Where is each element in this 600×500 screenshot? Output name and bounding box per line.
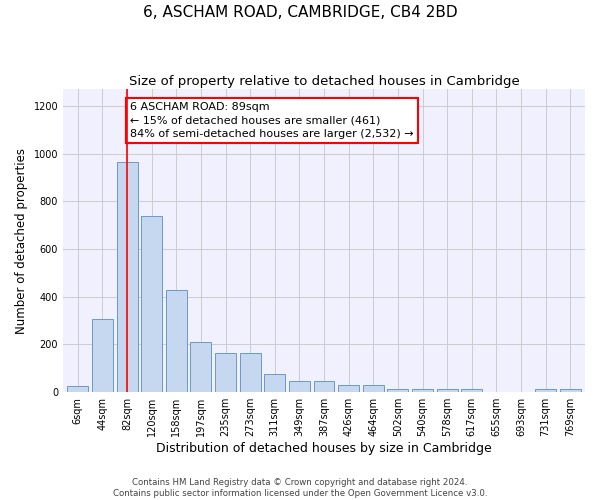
Bar <box>67 386 88 392</box>
Text: Contains HM Land Registry data © Crown copyright and database right 2024.
Contai: Contains HM Land Registry data © Crown c… <box>113 478 487 498</box>
Bar <box>215 353 236 392</box>
Bar <box>289 381 310 392</box>
Bar <box>437 390 458 392</box>
Bar <box>92 320 113 392</box>
Bar <box>141 216 162 392</box>
Text: 6, ASCHAM ROAD, CAMBRIDGE, CB4 2BD: 6, ASCHAM ROAD, CAMBRIDGE, CB4 2BD <box>143 5 457 20</box>
Bar <box>338 385 359 392</box>
Bar <box>190 342 211 392</box>
Bar <box>560 390 581 392</box>
Bar <box>535 390 556 392</box>
Bar <box>412 390 433 392</box>
Bar <box>166 290 187 392</box>
Bar <box>461 390 482 392</box>
Bar <box>116 162 137 392</box>
X-axis label: Distribution of detached houses by size in Cambridge: Distribution of detached houses by size … <box>156 442 492 455</box>
Text: 6 ASCHAM ROAD: 89sqm
← 15% of detached houses are smaller (461)
84% of semi-deta: 6 ASCHAM ROAD: 89sqm ← 15% of detached h… <box>130 102 413 139</box>
Bar <box>314 381 334 392</box>
Y-axis label: Number of detached properties: Number of detached properties <box>15 148 28 334</box>
Bar <box>239 353 260 392</box>
Bar <box>388 390 409 392</box>
Bar <box>265 374 285 392</box>
Bar <box>363 385 384 392</box>
Title: Size of property relative to detached houses in Cambridge: Size of property relative to detached ho… <box>128 75 520 88</box>
